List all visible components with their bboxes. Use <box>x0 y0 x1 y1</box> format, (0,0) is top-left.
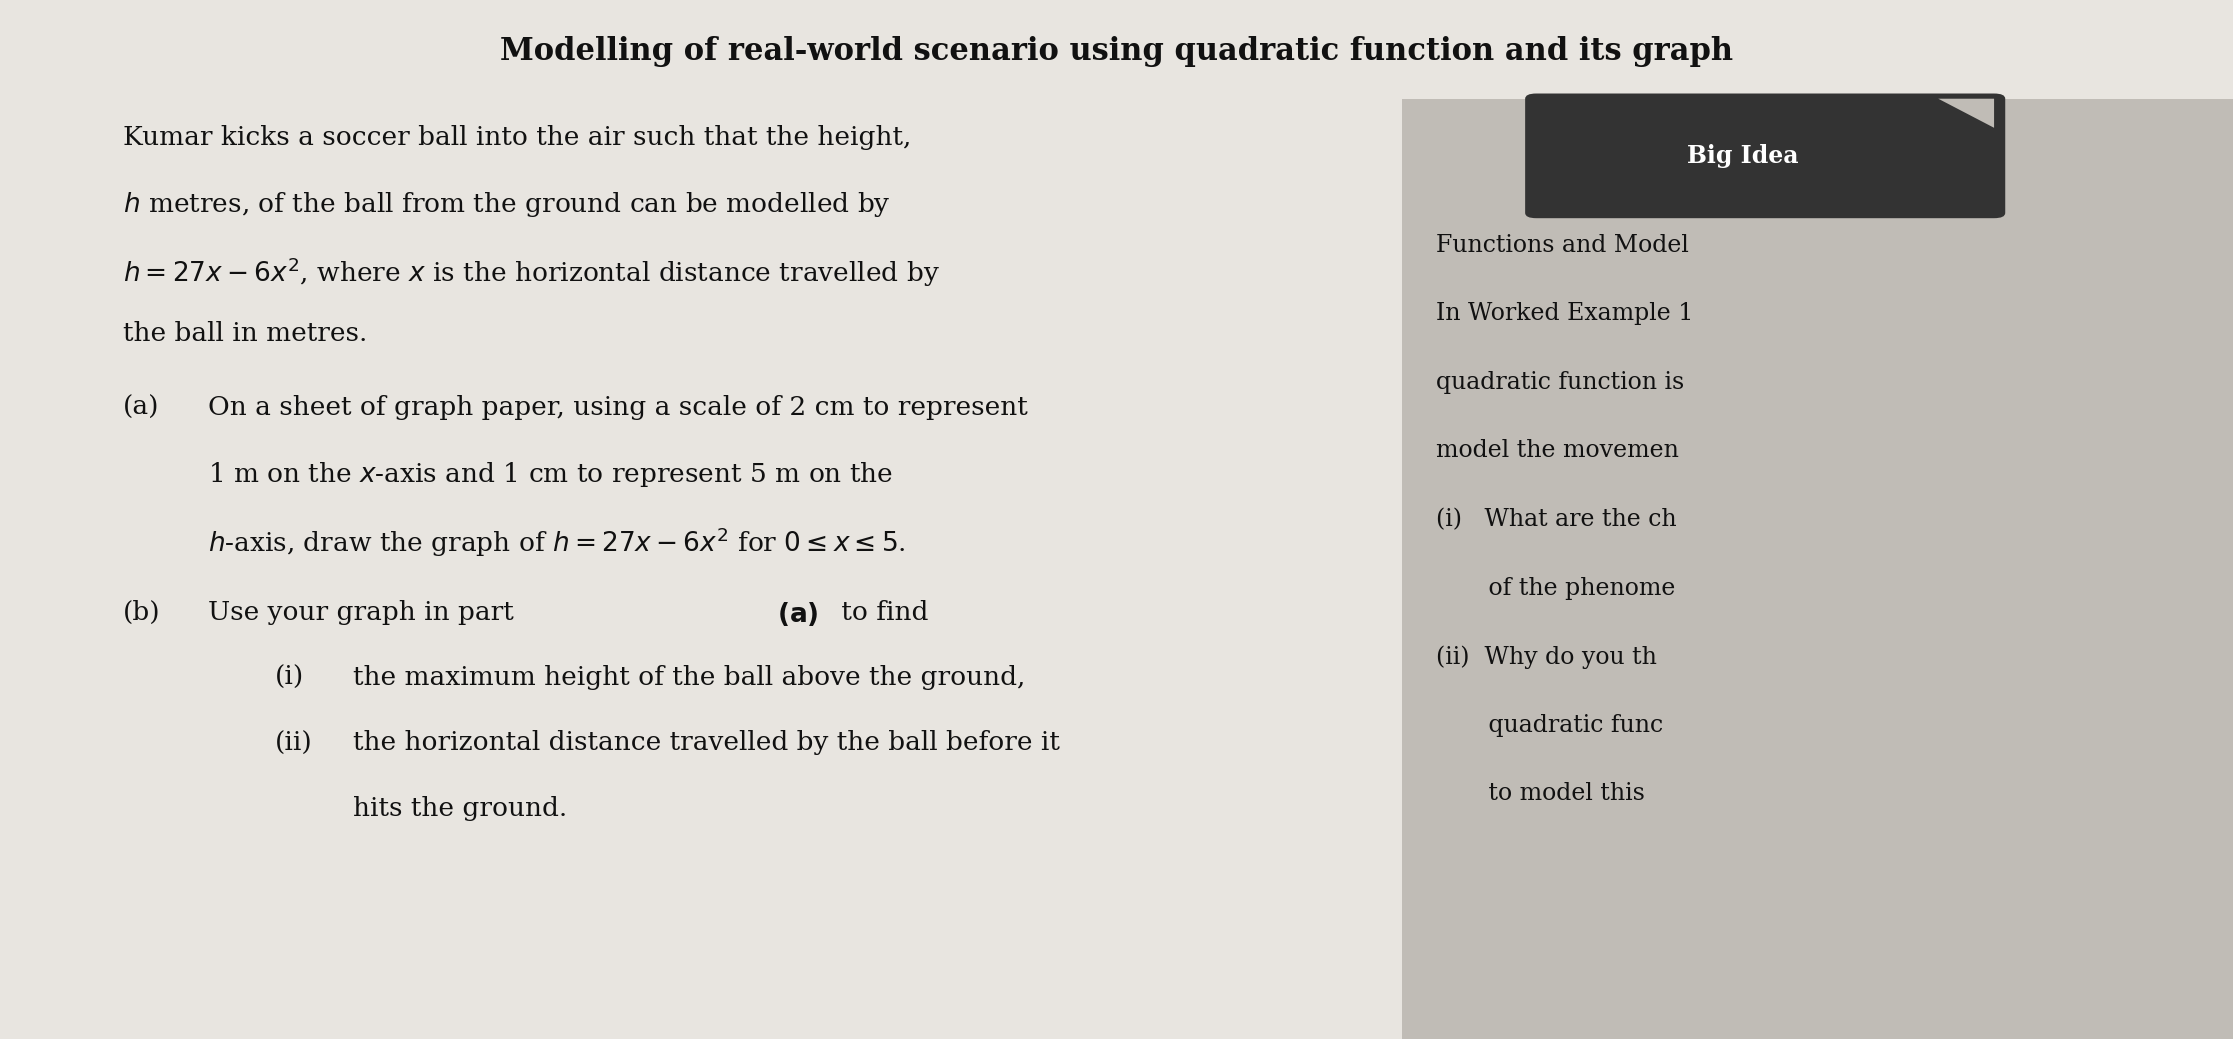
Text: quadratic function is: quadratic function is <box>1436 371 1684 394</box>
FancyBboxPatch shape <box>1402 99 2233 1039</box>
Text: (ii): (ii) <box>275 730 313 755</box>
Text: (a): (a) <box>123 395 159 420</box>
Text: (i): (i) <box>275 665 304 690</box>
Text: $\mathbf{(a)}$: $\mathbf{(a)}$ <box>777 600 820 628</box>
Text: hits the ground.: hits the ground. <box>353 796 567 821</box>
Text: 1 m on the $x$-axis and 1 cm to represent 5 m on the: 1 m on the $x$-axis and 1 cm to represen… <box>208 460 893 489</box>
Text: $h = 27x - 6x^2$, where $x$ is the horizontal distance travelled by: $h = 27x - 6x^2$, where $x$ is the horiz… <box>123 256 940 289</box>
Text: Functions and Model: Functions and Model <box>1436 234 1688 257</box>
Text: (b): (b) <box>123 600 161 624</box>
Text: (i)   What are the ch: (i) What are the ch <box>1436 508 1677 531</box>
Text: the horizontal distance travelled by the ball before it: the horizontal distance travelled by the… <box>353 730 1061 755</box>
Text: the ball in metres.: the ball in metres. <box>123 321 366 346</box>
Text: of the phenome: of the phenome <box>1436 577 1675 600</box>
Text: In Worked Example 1: In Worked Example 1 <box>1436 302 1693 325</box>
Text: to find: to find <box>833 600 929 624</box>
Text: $h$-axis, draw the graph of $h = 27x - 6x^2$ for $0 \leq x \leq 5$.: $h$-axis, draw the graph of $h = 27x - 6… <box>208 526 904 559</box>
Text: model the movemen: model the movemen <box>1436 439 1679 462</box>
Text: $h$ metres, of the ball from the ground can be modelled by: $h$ metres, of the ball from the ground … <box>123 190 891 219</box>
Text: the maximum height of the ball above the ground,: the maximum height of the ball above the… <box>353 665 1025 690</box>
Text: Big Idea: Big Idea <box>1688 143 1798 168</box>
Text: Kumar kicks a soccer ball into the air such that the height,: Kumar kicks a soccer ball into the air s… <box>123 125 911 150</box>
Polygon shape <box>1938 99 1994 128</box>
Text: quadratic func: quadratic func <box>1436 714 1664 737</box>
Text: Use your graph in part: Use your graph in part <box>208 600 523 624</box>
Text: On a sheet of graph paper, using a scale of 2 cm to represent: On a sheet of graph paper, using a scale… <box>208 395 1027 420</box>
Text: Modelling of real-world scenario using quadratic function and its graph: Modelling of real-world scenario using q… <box>500 36 1733 68</box>
FancyBboxPatch shape <box>1525 94 2005 218</box>
Text: to model this: to model this <box>1436 782 1646 805</box>
Text: (ii)  Why do you th: (ii) Why do you th <box>1436 645 1657 669</box>
